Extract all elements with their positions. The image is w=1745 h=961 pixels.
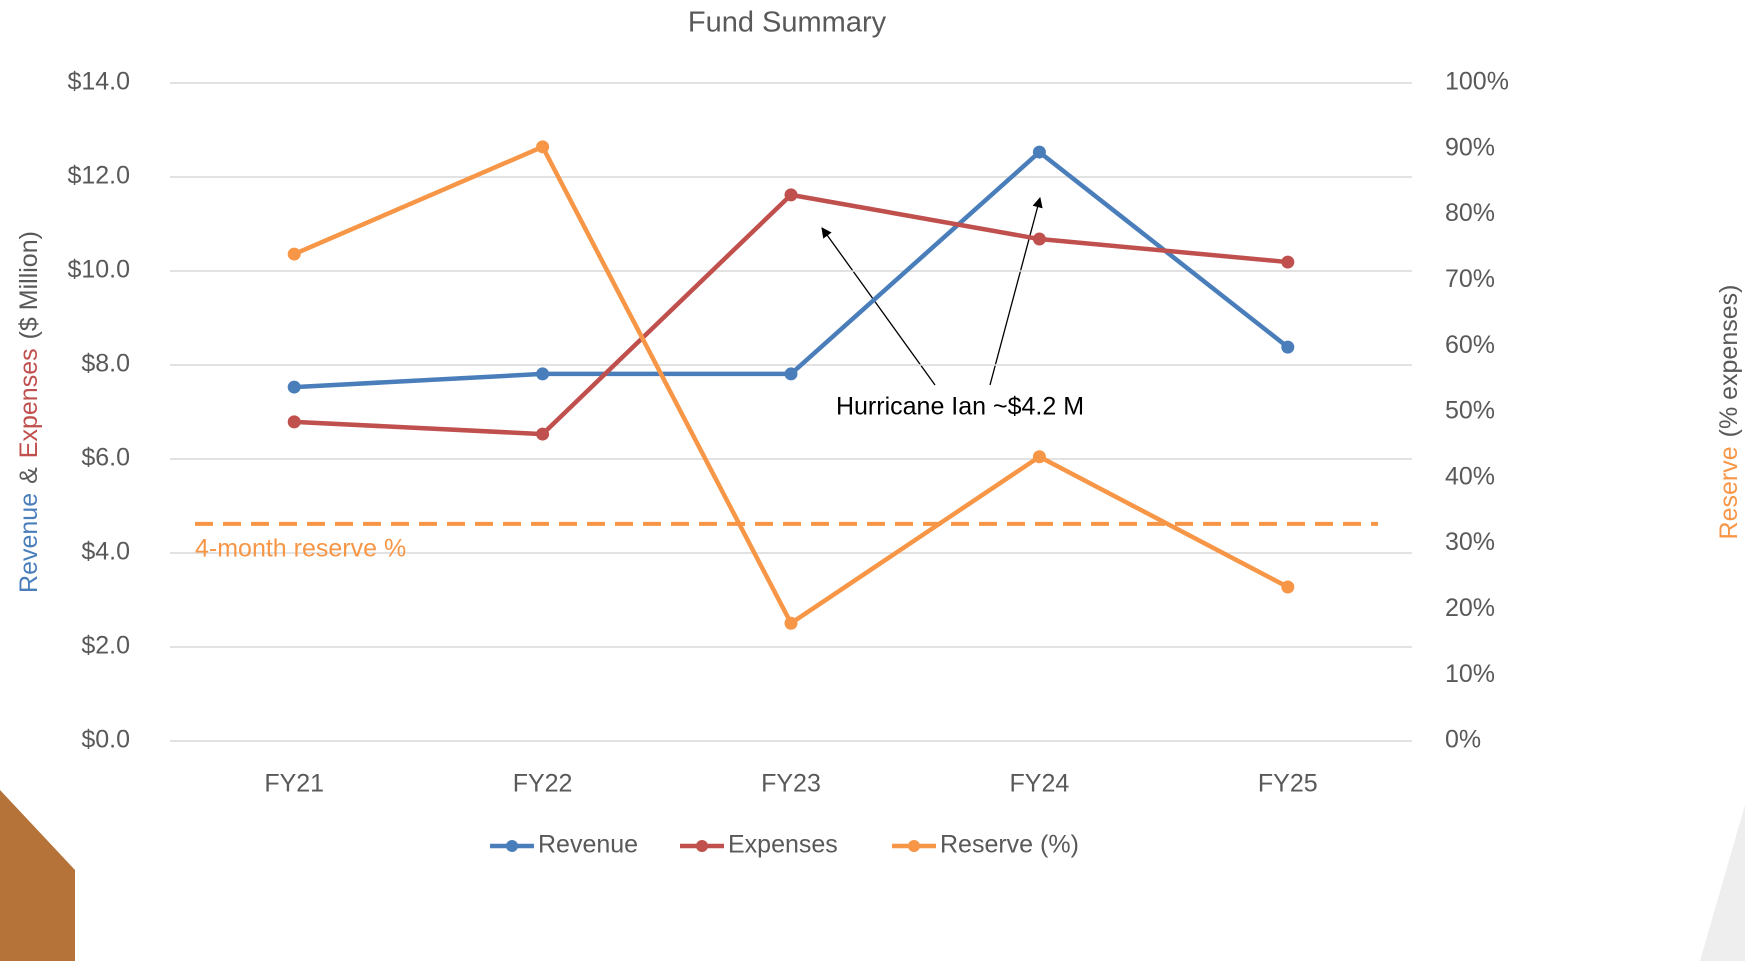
data-point	[1032, 450, 1046, 464]
legend-swatch	[506, 840, 518, 852]
y2-tick-label: 60%	[1445, 331, 1495, 359]
corner-decoration	[0, 790, 75, 961]
data-point	[287, 380, 301, 394]
annotation-box	[815, 386, 1105, 428]
x-tick-label: FY25	[1258, 770, 1318, 798]
axis-label-part: &	[15, 467, 43, 484]
data-point	[1032, 145, 1046, 159]
data-point	[536, 140, 550, 154]
x-tick-label: FY24	[1010, 770, 1070, 798]
axis-label-part: ($ Million)	[15, 231, 43, 339]
y2-tick-label: 50%	[1445, 397, 1495, 425]
chart-title: Fund Summary	[688, 7, 887, 39]
y2-tick-label: 10%	[1445, 660, 1495, 688]
x-tick-label: FY23	[761, 770, 821, 798]
data-point	[287, 415, 301, 429]
y-axis-label: Revenue & Expenses ($ Million)	[15, 231, 43, 593]
y2-tick-label: 70%	[1445, 265, 1495, 293]
data-point	[784, 367, 798, 381]
data-point	[1281, 255, 1295, 269]
reference-label: 4-month reserve %	[195, 534, 406, 562]
data-point	[536, 427, 550, 441]
data-point	[1281, 580, 1295, 594]
y2-tick-label: 90%	[1445, 133, 1495, 161]
data-point	[784, 616, 798, 630]
data-point	[1281, 340, 1295, 354]
annotation: Hurricane Ian ~$4.2 M	[836, 393, 1084, 421]
data-point	[784, 188, 798, 202]
series-line	[293, 144, 1289, 626]
y-tick-label: $6.0	[81, 444, 130, 472]
annotation-arrow	[989, 196, 1043, 386]
y-tick-label: $10.0	[67, 256, 130, 284]
y2-axis-label: Reserve (% expenses)	[1715, 285, 1743, 540]
data-point	[1032, 232, 1046, 246]
y2-tick-label: 0%	[1445, 726, 1481, 754]
legend-label: Expenses	[728, 831, 838, 859]
axis-label-part: Revenue	[15, 493, 43, 593]
legend-label: Reserve (%)	[940, 831, 1079, 859]
y2-tick-label: 80%	[1445, 199, 1495, 227]
y-tick-label: $8.0	[81, 350, 130, 378]
y-tick-label: $2.0	[81, 632, 130, 660]
axis-label-part: Expenses	[15, 348, 43, 458]
axis-label-part: (% expenses)	[1715, 285, 1743, 438]
y2-tick-label: 40%	[1445, 462, 1495, 490]
x-tick-label: FY22	[513, 770, 573, 798]
data-point	[287, 247, 301, 261]
annotation-arrow	[821, 227, 936, 386]
y-tick-label: $4.0	[81, 538, 130, 566]
y2-tick-label: 100%	[1445, 68, 1509, 96]
axis-label-part: Reserve	[1715, 446, 1743, 539]
legend-label: Revenue	[538, 831, 638, 859]
y-tick-label: $12.0	[67, 162, 130, 190]
y2-tick-label: 20%	[1445, 594, 1495, 622]
corner-decoration	[1700, 805, 1745, 961]
legend-swatch	[696, 840, 708, 852]
y2-tick-label: 30%	[1445, 528, 1495, 556]
y-tick-label: $0.0	[81, 726, 130, 754]
data-point	[536, 367, 550, 381]
x-tick-label: FY21	[264, 770, 324, 798]
legend-swatch	[908, 840, 920, 852]
y-tick-label: $14.0	[67, 68, 130, 96]
